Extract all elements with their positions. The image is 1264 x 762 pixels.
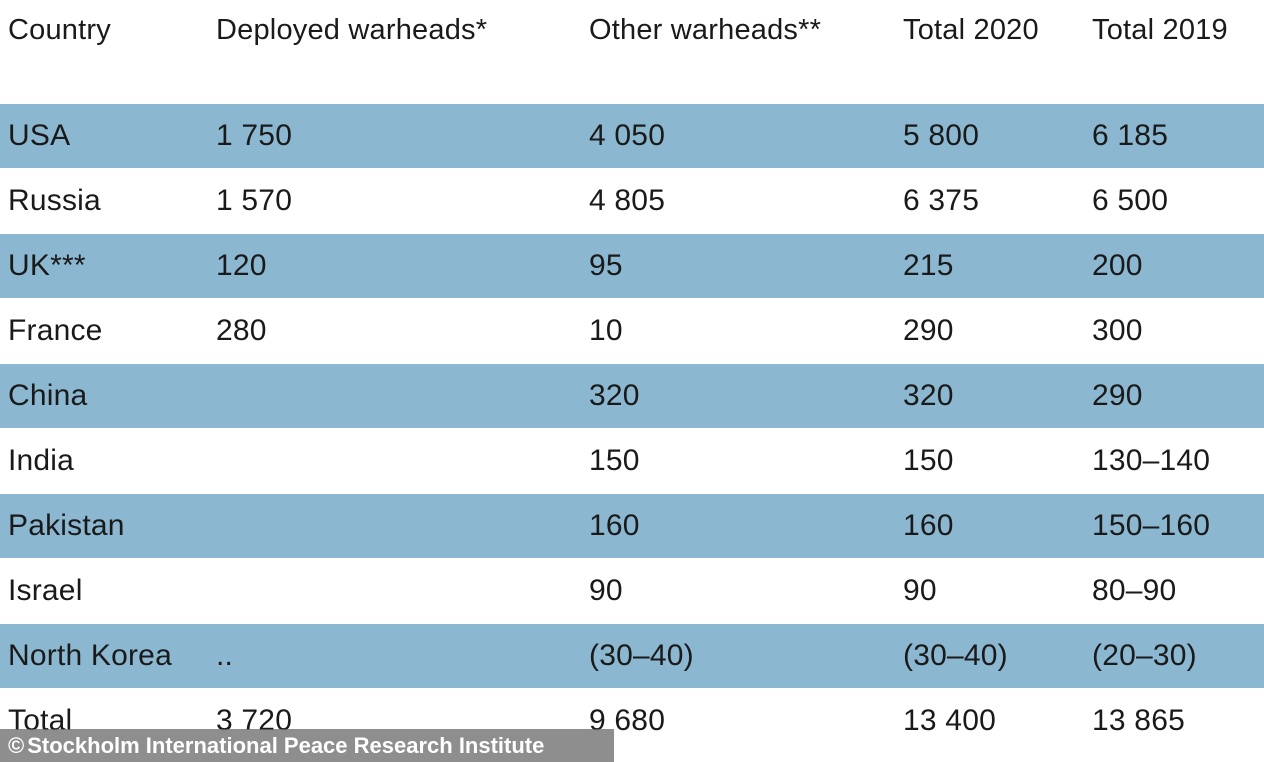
cell-total-2019: 200 xyxy=(1092,249,1143,282)
cell-total-2019: 80–90 xyxy=(1092,574,1177,607)
cell-total-2019: 6 185 xyxy=(1092,119,1169,152)
cell-total-2019: 13 865 xyxy=(1092,704,1185,737)
cell-country: UK*** xyxy=(8,249,86,282)
cell-other: 90 xyxy=(589,574,623,607)
cell-country: China xyxy=(8,379,88,412)
table-row: France 280 10 290 300 xyxy=(0,298,1264,363)
cell-total-2020: 13 400 xyxy=(903,704,996,737)
cell-country: Russia xyxy=(8,184,101,217)
cell-other: 95 xyxy=(589,249,623,282)
cell-other: 150 xyxy=(589,444,640,477)
table-row: North Korea .. (30–40) (30–40) (20–30) xyxy=(0,623,1264,688)
cell-country: India xyxy=(8,444,75,477)
cell-country: Pakistan xyxy=(8,509,125,542)
cell-total-2020: 215 xyxy=(903,249,954,282)
cell-deployed: .. xyxy=(216,639,234,672)
cell-total-2020: (30–40) xyxy=(903,639,1008,672)
image-credit: © Stockholm International Peace Research… xyxy=(0,729,614,762)
cell-total-2019: 6 500 xyxy=(1092,184,1169,217)
table-row: Israel 90 90 80–90 xyxy=(0,558,1264,623)
table-row: USA 1 750 4 050 5 800 6 185 xyxy=(0,103,1264,168)
cell-total-2020: 90 xyxy=(903,574,937,607)
cell-total-2020: 6 375 xyxy=(903,184,980,217)
credit-text: Stockholm International Peace Research I… xyxy=(27,732,545,758)
header-deployed-warheads: Deployed warheads* xyxy=(216,14,488,46)
header-total-2020: Total 2020 xyxy=(903,14,1039,46)
header-country: Country xyxy=(8,14,111,46)
cell-other: 4 050 xyxy=(589,119,666,152)
cell-total-2019: 290 xyxy=(1092,379,1143,412)
cell-total-2020: 320 xyxy=(903,379,954,412)
table-header-row: Country Deployed warheads* Other warhead… xyxy=(0,0,1264,103)
cell-deployed: 1 570 xyxy=(216,184,293,217)
cell-deployed: 280 xyxy=(216,314,267,347)
cell-other: 160 xyxy=(589,509,640,542)
cell-deployed: 1 750 xyxy=(216,119,293,152)
cell-total-2019: 130–140 xyxy=(1092,444,1211,477)
cell-other: 10 xyxy=(589,314,623,347)
header-total-2019: Total 2019 xyxy=(1092,14,1228,46)
cell-other: 4 805 xyxy=(589,184,666,217)
cell-other: (30–40) xyxy=(589,639,694,672)
cell-total-2019: (20–30) xyxy=(1092,639,1197,672)
cell-total-2020: 160 xyxy=(903,509,954,542)
cell-country: USA xyxy=(8,119,71,152)
header-other-warheads: Other warheads** xyxy=(589,14,822,46)
cell-country: North Korea xyxy=(8,639,172,672)
cell-country: France xyxy=(8,314,103,347)
cell-country: Israel xyxy=(8,574,83,607)
cell-deployed: 120 xyxy=(216,249,267,282)
cell-total-2019: 150–160 xyxy=(1092,509,1211,542)
copyright-icon: © xyxy=(8,732,25,758)
table-row: Russia 1 570 4 805 6 375 6 500 xyxy=(0,168,1264,233)
table-row: UK*** 120 95 215 200 xyxy=(0,233,1264,298)
cell-other: 320 xyxy=(589,379,640,412)
table-row: China 320 320 290 xyxy=(0,363,1264,428)
table-row: Pakistan 160 160 150–160 xyxy=(0,493,1264,558)
cell-total-2020: 150 xyxy=(903,444,954,477)
cell-total-2020: 290 xyxy=(903,314,954,347)
cell-total-2020: 5 800 xyxy=(903,119,980,152)
cell-total-2019: 300 xyxy=(1092,314,1143,347)
table-row: India 150 150 130–140 xyxy=(0,428,1264,493)
